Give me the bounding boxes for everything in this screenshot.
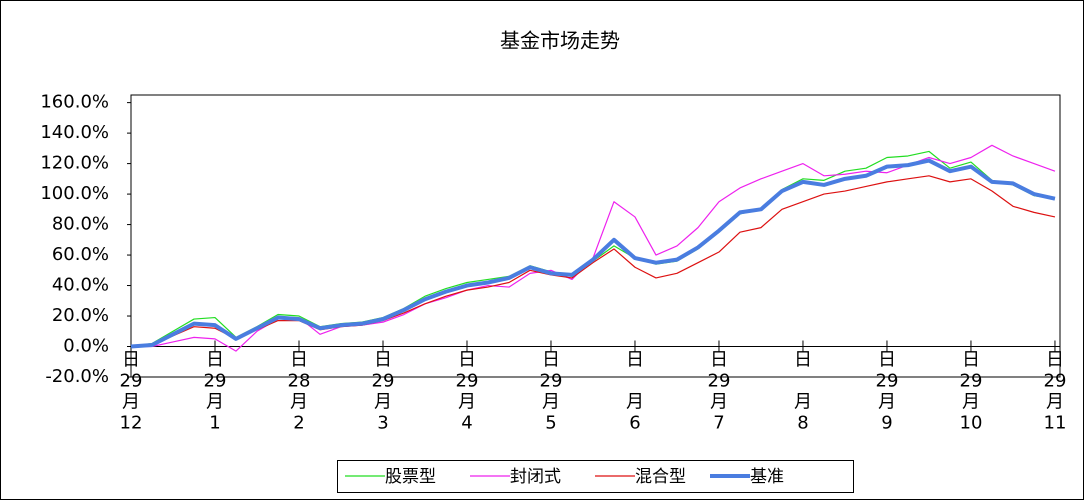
y-tick-label: 120.0% — [40, 153, 109, 174]
x-tick-label: 日 — [794, 350, 812, 371]
x-tick-label: 29 — [204, 371, 227, 392]
x-tick-label: 29 — [456, 371, 479, 392]
x-tick-label: 7 — [713, 413, 724, 434]
x-tick-label: 10 — [960, 413, 983, 434]
x-tick-label: 29 — [540, 371, 563, 392]
plot-area — [130, 94, 1061, 378]
x-tick-label: 月 — [1046, 392, 1064, 413]
x-tick-label: 日 — [206, 350, 224, 371]
x-tick-label: 29 — [708, 371, 731, 392]
x-tick-label: 29 — [876, 371, 899, 392]
x-tick-label: 9 — [881, 413, 892, 434]
y-tick-label: 80.0% — [52, 214, 109, 235]
legend-label: 封闭式 — [510, 467, 561, 487]
y-tick-label: 60.0% — [52, 244, 109, 265]
x-tick-label: 月 — [290, 392, 308, 413]
x-tick-label: 月 — [458, 392, 476, 413]
x-tick-label: 日 — [878, 350, 896, 371]
x-tick-label: 6 — [629, 413, 640, 434]
x-tick-label: 29 — [120, 371, 143, 392]
x-tick-label: 29 — [1044, 371, 1067, 392]
x-tick-label: 日 — [458, 350, 476, 371]
x-tick-label: 月 — [122, 392, 140, 413]
x-tick-label: 月 — [542, 392, 560, 413]
x-tick-label: 日 — [290, 350, 308, 371]
x-tick-label: 月 — [374, 392, 392, 413]
x-tick-label: 日 — [1046, 350, 1064, 371]
x-tick-label: 月 — [878, 392, 896, 413]
y-tick-label: 20.0% — [52, 305, 109, 326]
x-tick-label: 29 — [372, 371, 395, 392]
x-tick-label: 5 — [545, 413, 556, 434]
y-tick-label: 140.0% — [40, 122, 109, 143]
legend-label: 股票型 — [385, 467, 436, 487]
x-tick-label: 1 — [209, 413, 220, 434]
x-tick-label: 月 — [206, 392, 224, 413]
x-tick-label: 29 — [960, 371, 983, 392]
x-tick-label: 月 — [962, 392, 980, 413]
x-tick-label: 2 — [293, 413, 304, 434]
x-tick-label: 12 — [120, 413, 143, 434]
series-line — [130, 158, 1056, 349]
series-line — [130, 175, 1056, 348]
x-tick-label: 日 — [962, 350, 980, 371]
x-tick-label: 日 — [710, 350, 728, 371]
x-tick-label: 4 — [461, 413, 472, 434]
x-tick-label: 11 — [1044, 413, 1067, 434]
y-tick-label: 40.0% — [52, 275, 109, 296]
y-tick-label: 100.0% — [40, 183, 109, 204]
x-tick-label: 月 — [794, 392, 812, 413]
x-tick-label: 日 — [542, 350, 560, 371]
x-tick-label: 8 — [797, 413, 808, 434]
y-tick-label: -20.0% — [45, 366, 109, 387]
x-tick-label: 日 — [122, 350, 140, 371]
x-tick-label: 3 — [377, 413, 388, 434]
x-tick-label: 日 — [626, 350, 644, 371]
y-tick-label: 160.0% — [40, 92, 109, 113]
chart-title: 基金市场走势 — [500, 29, 620, 53]
y-tick-label: 0.0% — [63, 336, 109, 357]
x-tick-label: 28 — [288, 371, 311, 392]
x-tick-label: 月 — [710, 392, 728, 413]
x-tick-label: 日 — [374, 350, 392, 371]
legend-label: 基准 — [750, 467, 784, 487]
x-tick-label: 月 — [626, 392, 644, 413]
legend-label: 混合型 — [635, 467, 686, 487]
